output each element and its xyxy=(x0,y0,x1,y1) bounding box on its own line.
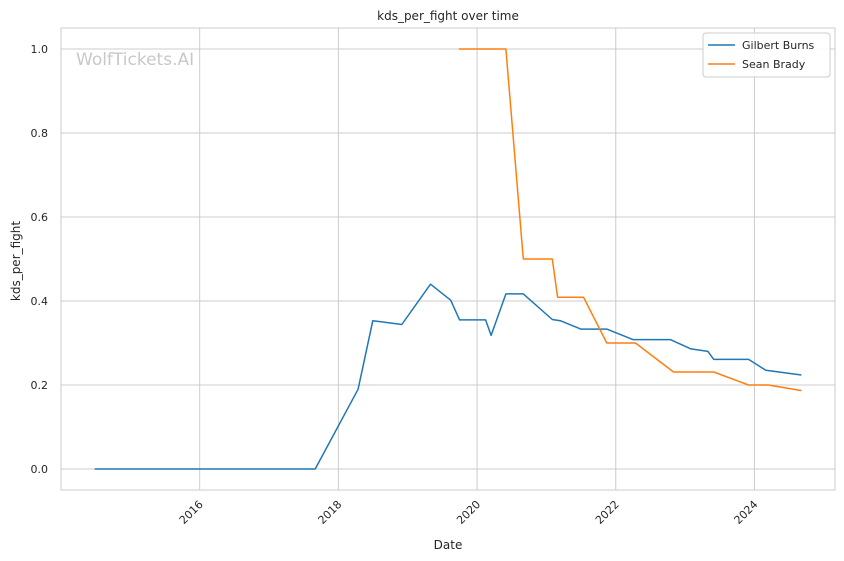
y-tick-label: 0.6 xyxy=(31,211,49,224)
legend: Gilbert Burns Sean Brady xyxy=(702,32,831,78)
y-tick-label: 1.0 xyxy=(31,43,49,56)
y-axis-label: kds_per_fight xyxy=(9,221,23,302)
legend-label-sean-brady: Sean Brady xyxy=(742,58,806,71)
y-axis: 0.0 0.2 0.4 0.6 0.8 1.0 xyxy=(31,43,49,476)
series-line-sean-brady xyxy=(458,48,802,392)
x-axis-label: Date xyxy=(434,538,463,552)
legend-label-gilbert-burns: Gilbert Burns xyxy=(742,39,815,52)
series-lines xyxy=(94,48,802,470)
plot-frame xyxy=(60,27,836,491)
watermark: WolfTickets.AI xyxy=(76,50,194,70)
y-tick-label: 0.4 xyxy=(31,295,49,308)
grid xyxy=(61,28,835,490)
legend-box xyxy=(702,32,831,78)
y-tick-label: 0.2 xyxy=(31,379,49,392)
y-tick-label: 0.8 xyxy=(31,127,49,140)
y-tick-label: 0.0 xyxy=(31,463,49,476)
chart-title: kds_per_fight over time xyxy=(377,9,519,23)
series-line-gilbert-burns xyxy=(94,283,802,470)
